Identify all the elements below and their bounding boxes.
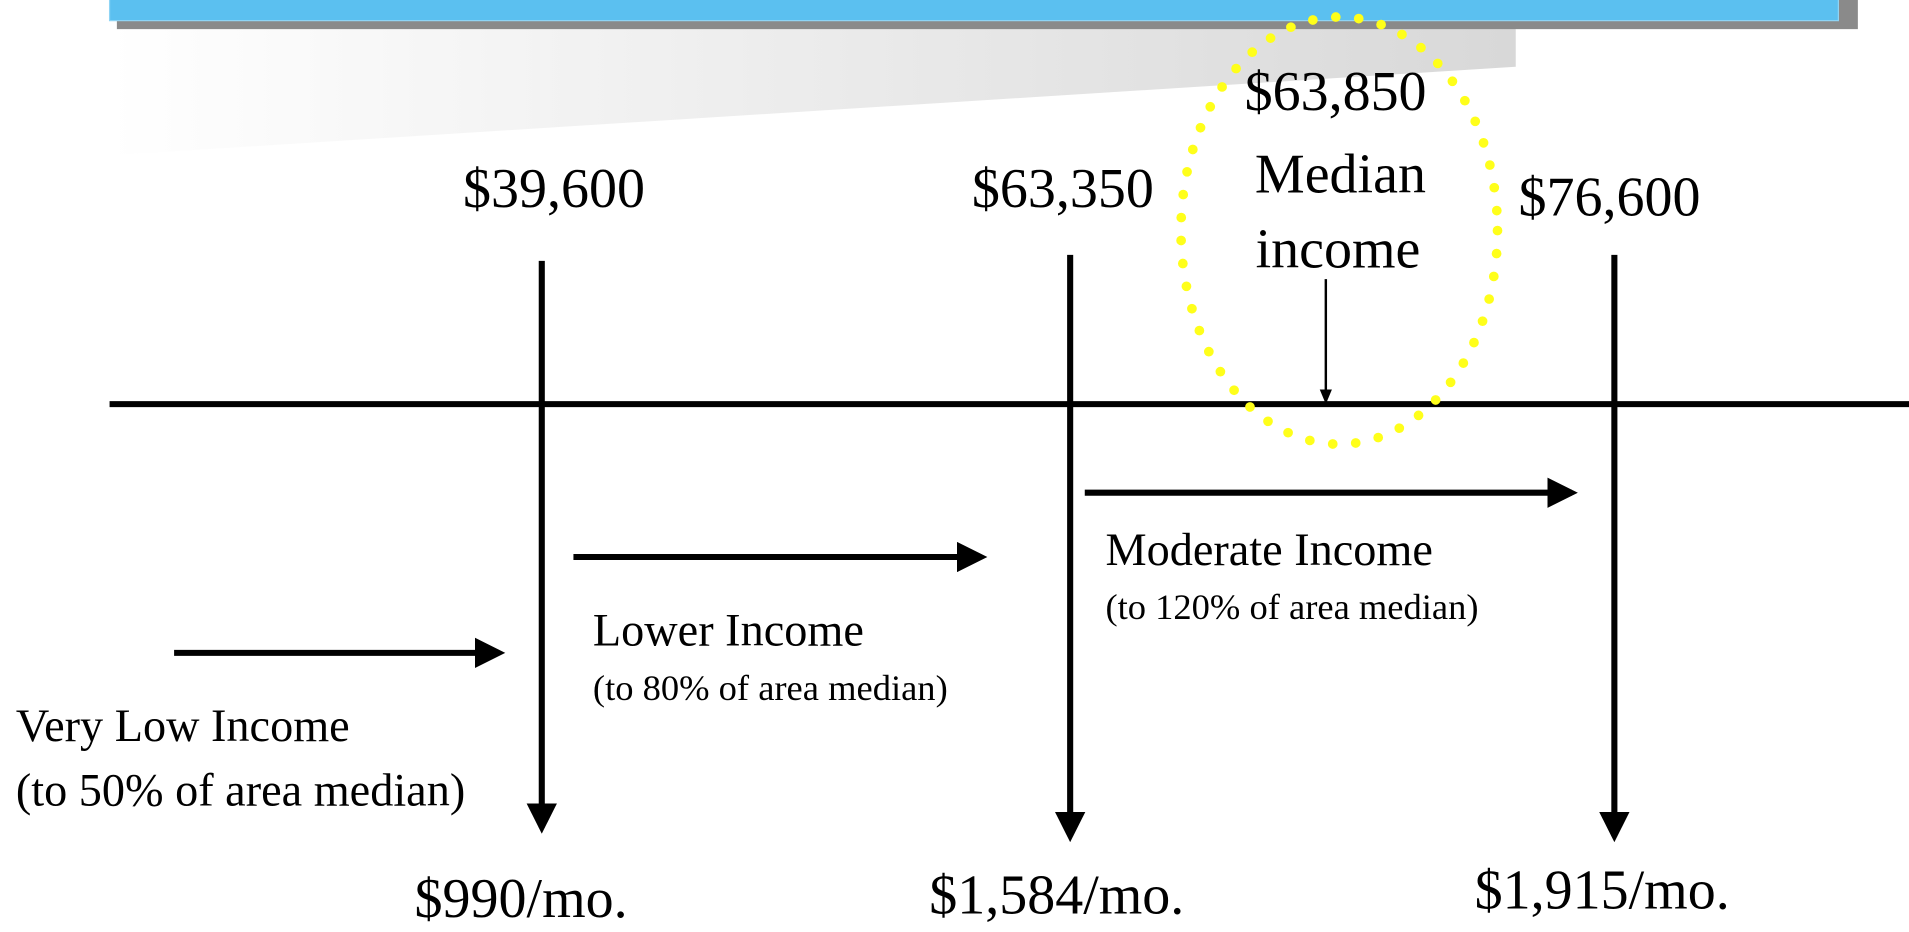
threshold-monthly: $1,915/mo. [1475,859,1730,921]
title-banner [108,0,1839,22]
band-note: (to 120% of area median) [1105,587,1478,627]
band-name: Very Low Income [16,700,350,751]
band-note: (to 80% of area median) [593,668,948,708]
median-label: Median [1255,143,1426,205]
band-name: Lower Income [593,604,864,655]
threshold-income: $63,350 [972,158,1154,220]
threshold-monthly: $1,584/mo. [929,864,1184,926]
median-value: $63,850 [1245,61,1427,123]
median-label: income [1256,219,1421,281]
band-note: (to 50% of area median) [16,765,465,816]
banner-shadow [109,24,1516,156]
threshold-income: $39,600 [463,158,645,220]
threshold-monthly: $990/mo. [415,868,628,930]
band-name: Moderate Income [1105,524,1432,575]
threshold-income: $76,600 [1519,167,1701,229]
highlight-ring [1176,12,1503,450]
